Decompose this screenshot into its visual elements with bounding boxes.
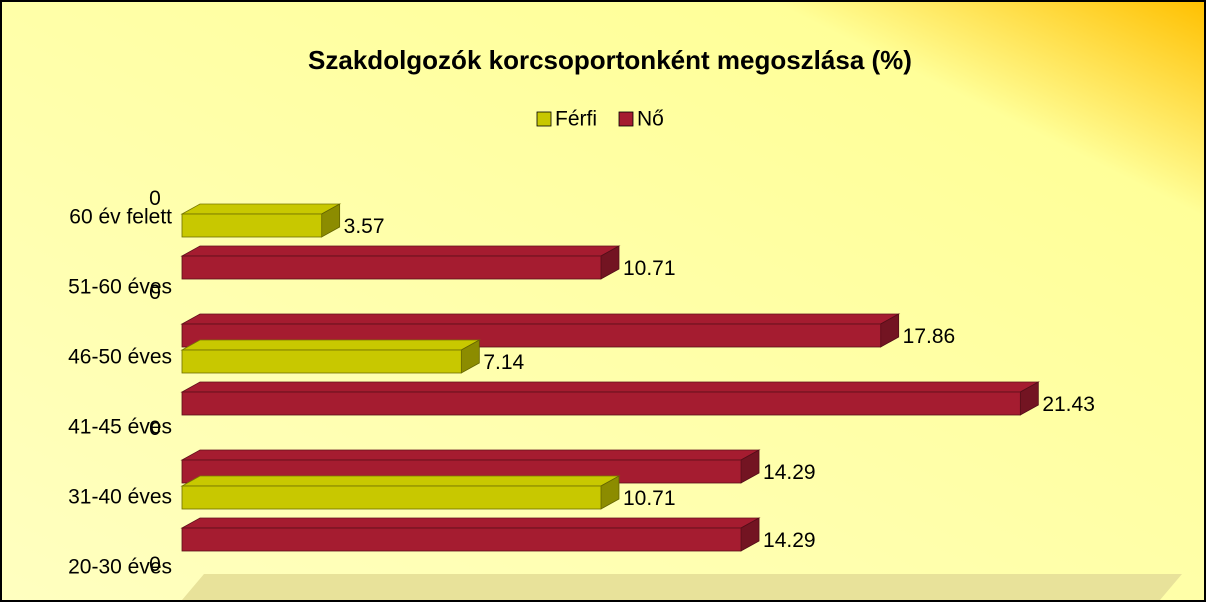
data-label: 17.86 [903, 325, 956, 348]
bar-front [181, 391, 1021, 416]
bar-front [181, 485, 602, 510]
legend-label: Nő [637, 108, 664, 131]
category-label: 51-60 éves [68, 276, 172, 299]
data-label: 0 [149, 281, 161, 304]
legend-label: Férfi [555, 108, 597, 131]
category-label: 46-50 éves [68, 346, 172, 369]
bar [180, 475, 621, 510]
category-label: 41-45 éves [68, 416, 172, 439]
bar [180, 517, 761, 552]
data-label: 0 [149, 187, 161, 210]
bar-front [181, 255, 602, 280]
bar [180, 313, 901, 348]
bar [180, 203, 342, 238]
bar-top [180, 449, 761, 461]
bar [180, 245, 621, 280]
bar-top [180, 245, 621, 257]
category-label: 60 év felett [69, 206, 172, 229]
data-label: 3.57 [344, 215, 385, 238]
data-label: 7.14 [483, 351, 524, 374]
bar-top [180, 517, 761, 529]
bar-top [180, 381, 1040, 393]
floor [182, 574, 1182, 600]
data-label: 0 [149, 553, 161, 576]
bar [180, 339, 481, 374]
category-label: 31-40 éves [68, 486, 172, 509]
legend-swatch [618, 111, 634, 127]
bar-front [181, 213, 323, 238]
data-label: 21.43 [1042, 393, 1095, 416]
bar-top [180, 339, 481, 351]
bar-top [180, 203, 342, 215]
data-label: 10.71 [623, 257, 676, 280]
legend-swatch [536, 111, 552, 127]
bar [180, 381, 1040, 416]
bar-front [181, 527, 742, 552]
category-label: 20-30 éves [68, 556, 172, 579]
bar-front [181, 349, 462, 374]
bar-top [180, 313, 901, 325]
data-label: 14.29 [763, 529, 816, 552]
data-label: 10.71 [623, 487, 676, 510]
data-label: 0 [149, 417, 161, 440]
data-label: 14.29 [763, 461, 816, 484]
bar-top [180, 475, 621, 487]
chart-title: Szakdolgozók korcsoportonként megoszlása… [308, 45, 912, 75]
